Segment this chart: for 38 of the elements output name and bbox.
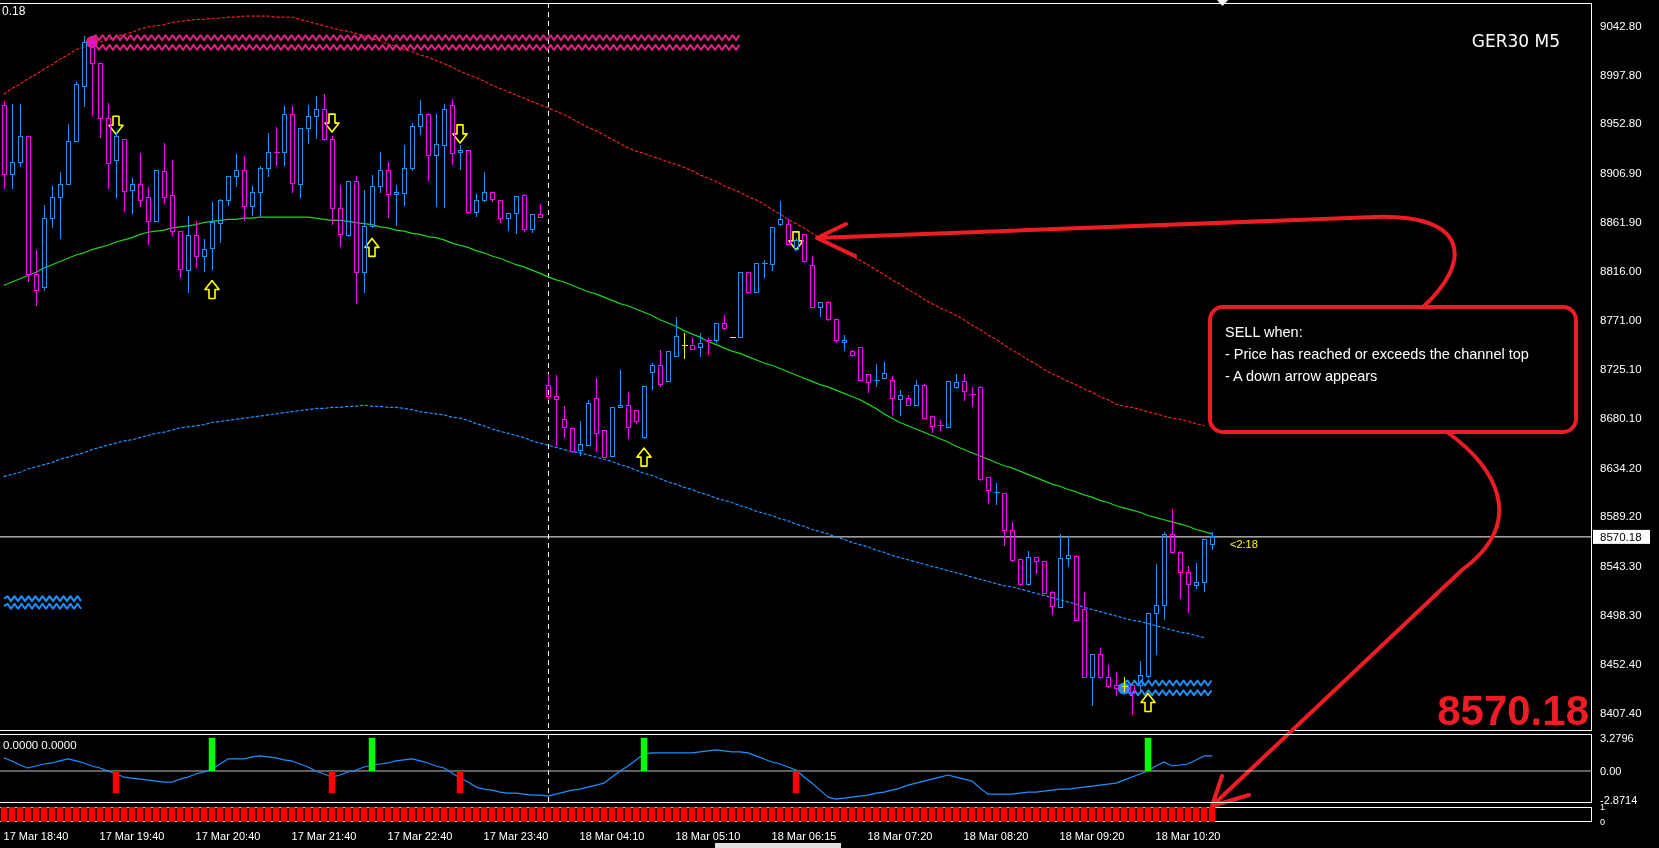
x-tick-label: 18 Mar 08:20 (963, 829, 1029, 842)
y-tick-label: 8634.20 (1600, 461, 1642, 474)
y-tick-label: 8543.30 (1600, 559, 1642, 572)
ref-line-label: 8570.18 (1600, 530, 1642, 543)
x-tick-label: 17 Mar 20:40 (195, 829, 261, 842)
x-tick-label: 18 Mar 04:10 (579, 829, 645, 842)
y-tick-label: 0 (1600, 817, 1606, 828)
y-tick-label: 8997.80 (1600, 68, 1642, 81)
y-tick-label: 8861.90 (1600, 215, 1642, 228)
y-tick-label: 8680.10 (1600, 412, 1642, 425)
y-tick-label: 8452.40 (1600, 658, 1642, 671)
x-tick-label: 17 Mar 18:40 (3, 829, 69, 842)
annotation: SELL when: - Price has reached or exceeds the channel top - A down arrow appears (1225, 324, 1529, 384)
x-tick-label: 18 Mar 05:10 (675, 829, 741, 842)
x-tick-label: 18 Mar 06:15 (771, 829, 837, 842)
y-tick-label: 8725.10 (1600, 363, 1642, 376)
y-tick-label: 8816.00 (1600, 265, 1642, 278)
y-tick-label: 8589.20 (1600, 510, 1642, 523)
x-tick-label: 17 Mar 19:40 (99, 829, 165, 842)
x-tick-label: 17 Mar 22:40 (387, 829, 453, 842)
x-tick-label: 17 Mar 21:40 (291, 829, 357, 842)
y-tick-label: 0.00 (1600, 764, 1622, 777)
y-tick-label: 8771.00 (1600, 313, 1642, 326)
y-tick-label: 3.2796 (1600, 731, 1634, 744)
annotation: <2:18 (1230, 538, 1258, 550)
x-tick-label: 18 Mar 07:20 (867, 829, 933, 842)
y-tick-label: 8498.30 (1600, 608, 1642, 621)
y-tick-label: 8906.90 (1600, 166, 1642, 179)
chart-title: 0.0000 0.0000 (3, 739, 77, 751)
y-tick-label: 8407.40 (1600, 706, 1642, 719)
x-tick-label: 18 Mar 09:20 (1059, 829, 1125, 842)
annotation: 0.18 (2, 4, 26, 18)
x-tick-label: 18 Mar 10:20 (1155, 829, 1221, 842)
y-tick-label: 9042.80 (1600, 20, 1642, 33)
x-tick-label: 17 Mar 23:40 (483, 829, 549, 842)
text: GER30 M5 (1471, 31, 1560, 51)
y-tick-label: 8952.80 (1600, 117, 1642, 130)
annotation: 8570.18 (1437, 687, 1589, 734)
